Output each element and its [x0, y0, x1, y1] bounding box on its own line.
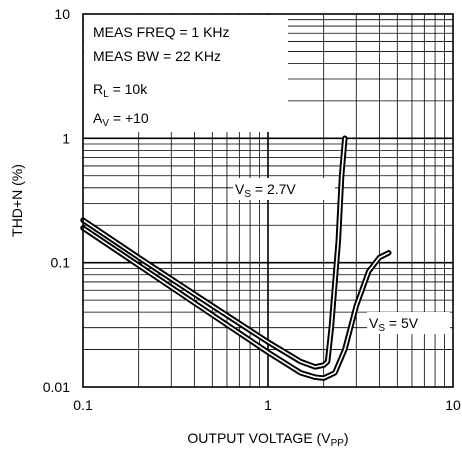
series-label: VS = 2.7V	[235, 181, 296, 200]
x-tick-label: 10	[445, 397, 461, 413]
y-tick-label: 1	[62, 130, 70, 146]
condition-note: RL = 10k	[93, 81, 148, 100]
series-group	[80, 135, 392, 381]
series-line-core	[82, 137, 346, 368]
y-tick-label: 0.01	[43, 379, 70, 395]
series-label-background	[233, 178, 335, 200]
y-tick-label: 10	[54, 6, 70, 22]
x-axis-title-end: )	[344, 430, 349, 446]
series-label-background	[367, 312, 450, 334]
x-tick-label: 1	[264, 397, 272, 413]
series-label: VS = 5V	[369, 315, 419, 334]
x-axis-title-main: OUTPUT VOLTAGE (V	[187, 430, 331, 446]
x-tick-label: 0.1	[73, 397, 93, 413]
annotations: MEAS FREQ = 1 KHz MEAS BW = 22 KHz RL = 10…	[93, 24, 450, 334]
x-axis-title-subscript: PP	[331, 438, 345, 449]
y-tick-label: 0.1	[51, 255, 71, 271]
condition-note: AV = +10	[93, 110, 149, 129]
plot-frame	[82, 13, 454, 388]
condition-note: MEAS FREQ = 1 KHz	[93, 24, 230, 40]
condition-note: MEAS BW = 22 KHz	[93, 48, 221, 64]
conditions-box	[84, 15, 288, 132]
x-axis-title: OUTPUT VOLTAGE (VPP)	[187, 430, 348, 449]
y-axis-title: THD+N (%)	[9, 164, 25, 237]
series-line-core	[82, 227, 390, 379]
conditions-box-background	[84, 15, 288, 132]
